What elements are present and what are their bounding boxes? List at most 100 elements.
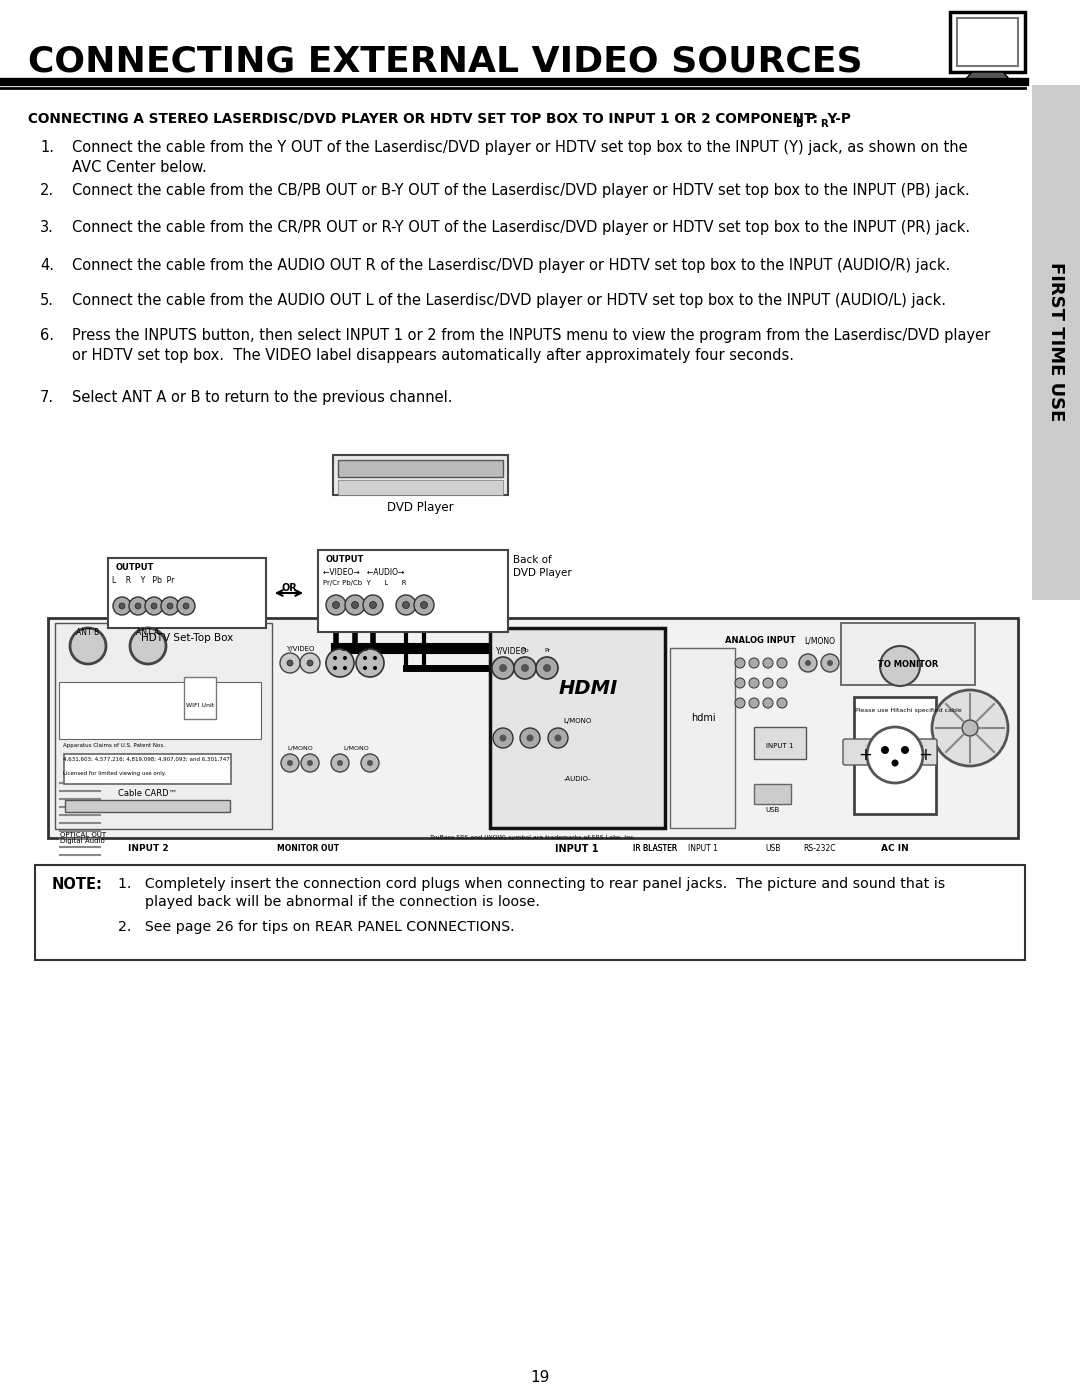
Text: NOTE:: NOTE: [52,877,103,893]
Text: R: R [820,119,827,129]
Text: IR BLASTER: IR BLASTER [633,844,677,854]
FancyBboxPatch shape [854,697,936,814]
Circle shape [345,595,365,615]
Text: OUTPUT: OUTPUT [116,563,154,571]
Circle shape [351,602,359,609]
FancyBboxPatch shape [338,481,503,495]
FancyBboxPatch shape [950,13,1025,73]
Text: TruBass SRS and (WOW) symbol are trademarks of SRS Labs, Inc.: TruBass SRS and (WOW) symbol are tradema… [430,835,636,840]
Text: 1.: 1. [40,140,54,155]
Text: Pr: Pr [544,648,550,652]
FancyBboxPatch shape [184,678,216,719]
Circle shape [367,760,373,766]
FancyBboxPatch shape [48,617,1018,838]
Text: 4.: 4. [40,258,54,272]
Circle shape [543,664,551,672]
Circle shape [373,657,377,659]
Circle shape [514,657,536,679]
Circle shape [414,595,434,615]
Circle shape [343,666,347,671]
FancyBboxPatch shape [108,557,266,629]
Circle shape [762,658,773,668]
FancyBboxPatch shape [55,623,272,828]
Text: USB: USB [766,844,781,854]
Text: Connect the cable from the AUDIO OUT R of the Laserdisc/DVD player or HDTV set t: Connect the cable from the AUDIO OUT R o… [72,258,950,272]
Text: 2.: 2. [40,183,54,198]
Text: DVD Player: DVD Player [387,502,454,514]
Text: L/MONO: L/MONO [287,746,313,752]
Circle shape [145,597,163,615]
Circle shape [777,678,787,687]
Circle shape [337,760,343,766]
Text: HDMI: HDMI [558,679,618,697]
Text: ANALOG INPUT: ANALOG INPUT [725,636,795,645]
Circle shape [129,597,147,615]
Circle shape [536,657,558,679]
Circle shape [499,735,507,742]
Circle shape [762,678,773,687]
Circle shape [499,664,507,672]
Text: CONNECTING EXTERNAL VIDEO SOURCES: CONNECTING EXTERNAL VIDEO SOURCES [28,45,863,80]
Circle shape [70,629,106,664]
Circle shape [396,595,416,615]
Text: 19: 19 [530,1370,550,1386]
Circle shape [867,726,923,782]
Text: OR: OR [281,583,297,592]
Circle shape [891,760,899,767]
Circle shape [762,698,773,708]
Text: DVD Player: DVD Player [513,569,571,578]
Circle shape [307,659,313,666]
Circle shape [519,728,540,747]
Text: Connect the cable from the CB/PB OUT or B-Y OUT of the Laserdisc/DVD player or H: Connect the cable from the CB/PB OUT or … [72,183,970,198]
Text: +: + [918,746,932,764]
Circle shape [130,629,166,664]
Circle shape [777,658,787,668]
Circle shape [356,650,384,678]
Text: ←VIDEO→   ←AUDIO→: ←VIDEO→ ←AUDIO→ [323,569,404,577]
FancyBboxPatch shape [957,18,1018,66]
Text: AC IN: AC IN [881,844,909,854]
Circle shape [361,754,379,773]
Circle shape [750,658,759,668]
Text: INPUT 1: INPUT 1 [766,743,794,749]
Circle shape [901,746,909,754]
Circle shape [307,760,313,766]
Circle shape [750,678,759,687]
Text: hdmi: hdmi [691,712,715,724]
Circle shape [881,746,889,754]
Text: Cable CARD™: Cable CARD™ [119,789,177,799]
Circle shape [363,595,383,615]
Text: Pb: Pb [522,648,529,652]
Text: Digital Audio: Digital Audio [60,838,105,844]
Circle shape [521,664,529,672]
Text: S-VIDEO: S-VIDEO [341,645,369,652]
Text: played back will be abnormal if the connection is loose.: played back will be abnormal if the conn… [118,895,540,909]
Circle shape [333,602,339,609]
Text: ANT B: ANT B [77,629,99,637]
Circle shape [280,652,300,673]
Text: Please use Hitachi specified cable: Please use Hitachi specified cable [854,708,961,712]
FancyBboxPatch shape [64,754,231,784]
Circle shape [363,657,367,659]
Text: TO MONITOR: TO MONITOR [878,659,939,669]
Text: Y/VIDEO: Y/VIDEO [497,645,528,655]
FancyBboxPatch shape [65,800,230,812]
Circle shape [177,597,195,615]
Circle shape [750,698,759,708]
Circle shape [333,657,337,659]
Text: 4,631,603; 4,577,216; 4,819,098; 4,907,093; and 6,301,747: 4,631,603; 4,577,216; 4,819,098; 4,907,0… [63,757,230,761]
Text: Connect the cable from the AUDIO OUT L of the Laserdisc/DVD player or HDTV set t: Connect the cable from the AUDIO OUT L o… [72,293,946,307]
Text: INPUT 1: INPUT 1 [688,844,718,854]
Text: RS-232C: RS-232C [804,844,836,854]
Circle shape [301,754,319,773]
Text: -AUDIO-: -AUDIO- [563,775,591,782]
Circle shape [880,645,920,686]
Text: Pr/Cr Pb/Cb  Y      L      R: Pr/Cr Pb/Cb Y L R [323,580,406,585]
Text: Press the INPUTS button, then select INPUT 1 or 2 from the INPUTS menu to view t: Press the INPUTS button, then select INP… [72,328,990,363]
Circle shape [827,659,833,666]
Text: .: . [831,112,836,126]
Text: P: P [806,112,815,126]
Text: OPTICAL OUT: OPTICAL OUT [60,833,106,838]
Circle shape [527,735,534,742]
Circle shape [167,604,173,609]
